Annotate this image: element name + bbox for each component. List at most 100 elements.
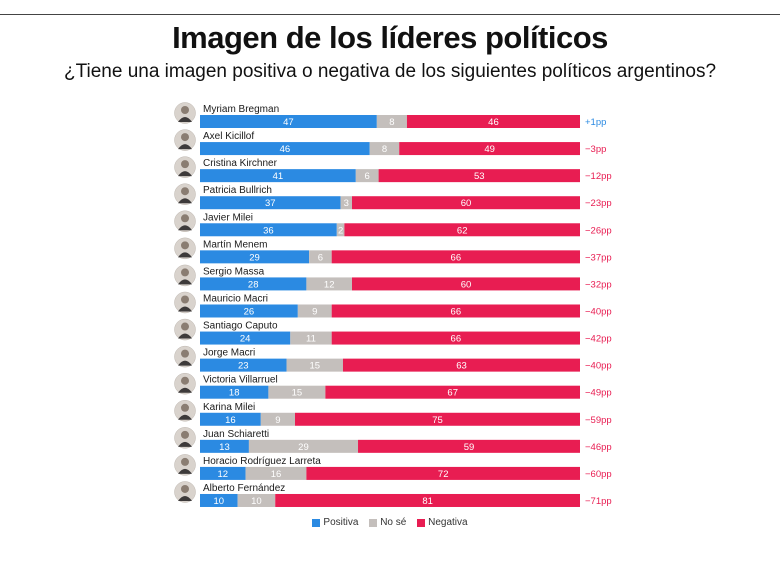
legend-swatch-negativa bbox=[417, 518, 426, 527]
legend-label-negativa: Negativa bbox=[428, 517, 468, 528]
legend-item-positiva: Positiva bbox=[312, 517, 358, 528]
bar-negativa-alberto-fernandez bbox=[275, 493, 580, 507]
row-label-karina-milei: Karina Milei bbox=[203, 402, 255, 413]
avatar-body-victoria-villarruel bbox=[178, 387, 192, 393]
data-label-no-se-javier-milei: 2 bbox=[338, 225, 343, 236]
data-label-negativa-victoria-villarruel: 67 bbox=[447, 388, 458, 399]
data-label-negativa-juan-schiaretti: 59 bbox=[464, 442, 475, 453]
bar-no-se-alberto-fernandez bbox=[237, 493, 276, 507]
avatar-head-victoria-villarruel bbox=[181, 376, 189, 385]
row-label-jorge-macri: Jorge Macri bbox=[203, 348, 255, 359]
bar-positiva-santiago-caputo bbox=[200, 331, 291, 345]
data-label-positiva-victoria-villarruel: 18 bbox=[229, 388, 240, 399]
bar-no-se-santiago-caputo bbox=[290, 331, 332, 345]
net-label-javier-milei: −26pp bbox=[585, 225, 612, 236]
data-label-negativa-axel-kicillof: 49 bbox=[484, 144, 495, 155]
bar-no-se-javier-milei bbox=[336, 223, 345, 237]
data-label-positiva-javier-milei: 36 bbox=[263, 225, 274, 236]
data-label-no-se-jorge-macri: 15 bbox=[309, 361, 320, 372]
bar-no-se-patricia-bullrich bbox=[340, 196, 352, 210]
net-label-juan-schiaretti: −46pp bbox=[585, 442, 612, 453]
row-label-juan-schiaretti: Juan Schiaretti bbox=[203, 429, 269, 440]
bar-negativa-victoria-villarruel bbox=[325, 385, 580, 399]
data-label-positiva-karina-milei: 16 bbox=[225, 415, 236, 426]
avatar-head-myriam-bregman bbox=[181, 106, 189, 114]
bar-positiva-jorge-macri bbox=[200, 358, 287, 372]
bar-positiva-martin-menem bbox=[200, 250, 310, 264]
legend-swatch-no-se bbox=[369, 518, 378, 527]
bar-negativa-myriam-bregman bbox=[406, 115, 580, 128]
avatar-body-juan-schiaretti bbox=[178, 441, 192, 447]
net-label-jorge-macri: −40pp bbox=[585, 361, 612, 372]
net-label-cristina-kirchner: −12pp bbox=[585, 171, 612, 182]
bar-no-se-sergio-massa bbox=[306, 277, 352, 291]
data-label-no-se-santiago-caputo: 11 bbox=[306, 334, 316, 345]
data-label-no-se-juan-schiaretti: 29 bbox=[298, 442, 309, 453]
data-label-positiva-axel-kicillof: 46 bbox=[280, 144, 291, 155]
net-label-myriam-bregman: +1pp bbox=[585, 117, 606, 128]
data-label-positiva-alberto-fernandez: 10 bbox=[214, 496, 225, 507]
data-label-no-se-martin-menem: 6 bbox=[318, 252, 323, 263]
row-label-santiago-caputo: Santiago Caputo bbox=[203, 321, 278, 332]
bar-negativa-sergio-massa bbox=[352, 277, 580, 291]
row-label-victoria-villarruel: Victoria Villarruel bbox=[203, 375, 278, 386]
data-label-positiva-santiago-caputo: 24 bbox=[240, 334, 251, 345]
bar-negativa-martin-menem bbox=[331, 250, 580, 264]
bar-positiva-patricia-bullrich bbox=[200, 196, 341, 210]
net-label-horacio-rodriguez-larreta: −60pp bbox=[585, 469, 612, 480]
data-label-negativa-mauricio-macri: 66 bbox=[451, 306, 462, 317]
row-label-martin-menem: Martín Menem bbox=[203, 239, 267, 250]
bar-no-se-mauricio-macri bbox=[297, 304, 332, 318]
data-label-positiva-myriam-bregman: 47 bbox=[283, 117, 294, 128]
row-label-patricia-bullrich: Patricia Bullrich bbox=[203, 185, 272, 196]
avatar-head-patricia-bullrich bbox=[181, 187, 189, 196]
bar-positiva-juan-schiaretti bbox=[200, 439, 249, 453]
chart-legend: Positiva No sé Negativa bbox=[0, 517, 780, 528]
net-label-santiago-caputo: −42pp bbox=[585, 334, 612, 345]
row-label-alberto-fernandez: Alberto Fernández bbox=[203, 483, 285, 494]
avatar-head-karina-milei bbox=[181, 403, 189, 412]
bar-positiva-victoria-villarruel bbox=[200, 385, 269, 399]
bar-positiva-mauricio-macri bbox=[200, 304, 298, 318]
chart-subtitle: ¿Tiene una imagen positiva o negativa de… bbox=[63, 61, 717, 82]
avatar-body-axel-kicillof bbox=[178, 144, 192, 150]
bar-negativa-javier-milei bbox=[344, 223, 580, 237]
avatar-body-cristina-kirchner bbox=[178, 171, 192, 177]
avatar-body-patricia-bullrich bbox=[178, 198, 192, 204]
bar-positiva-horacio-rodriguez-larreta bbox=[200, 466, 246, 480]
bar-negativa-karina-milei bbox=[295, 412, 580, 426]
bar-negativa-santiago-caputo bbox=[331, 331, 580, 345]
bar-negativa-juan-schiaretti bbox=[358, 439, 580, 453]
bar-no-se-victoria-villarruel bbox=[268, 385, 326, 399]
data-label-negativa-javier-milei: 62 bbox=[457, 225, 468, 236]
net-label-patricia-bullrich: −23pp bbox=[585, 198, 612, 209]
avatar-head-horacio-rodriguez-larreta bbox=[181, 457, 189, 466]
bar-positiva-alberto-fernandez bbox=[200, 493, 238, 507]
bar-negativa-mauricio-macri bbox=[331, 304, 580, 318]
data-label-positiva-jorge-macri: 23 bbox=[238, 361, 249, 372]
data-label-positiva-horacio-rodriguez-larreta: 12 bbox=[218, 469, 229, 480]
chart-title: Imagen de los líderes políticos bbox=[172, 20, 608, 55]
bar-positiva-sergio-massa bbox=[200, 277, 307, 291]
avatar-head-santiago-caputo bbox=[181, 322, 189, 331]
avatar-head-alberto-fernandez bbox=[181, 484, 189, 493]
data-label-no-se-horacio-rodriguez-larreta: 16 bbox=[271, 469, 282, 480]
net-label-sergio-massa: −32pp bbox=[585, 279, 612, 290]
data-label-positiva-mauricio-macri: 26 bbox=[244, 306, 255, 317]
avatar-body-santiago-caputo bbox=[178, 333, 192, 339]
data-label-no-se-mauricio-macri: 9 bbox=[312, 306, 317, 317]
data-label-no-se-patricia-bullrich: 3 bbox=[344, 198, 349, 209]
data-label-negativa-santiago-caputo: 66 bbox=[451, 334, 462, 345]
data-label-negativa-martin-menem: 66 bbox=[451, 252, 462, 263]
avatar-body-karina-milei bbox=[178, 414, 192, 420]
legend-label-no-se: No sé bbox=[380, 517, 407, 528]
bar-no-se-karina-milei bbox=[260, 412, 295, 426]
avatar-body-javier-milei bbox=[178, 225, 192, 231]
bar-positiva-javier-milei bbox=[200, 223, 337, 237]
data-label-negativa-karina-milei: 75 bbox=[432, 415, 443, 426]
bar-no-se-jorge-macri bbox=[286, 358, 343, 372]
data-label-no-se-cristina-kirchner: 6 bbox=[365, 171, 370, 182]
avatar-head-martin-menem bbox=[181, 241, 189, 250]
avatar-head-axel-kicillof bbox=[181, 133, 189, 142]
